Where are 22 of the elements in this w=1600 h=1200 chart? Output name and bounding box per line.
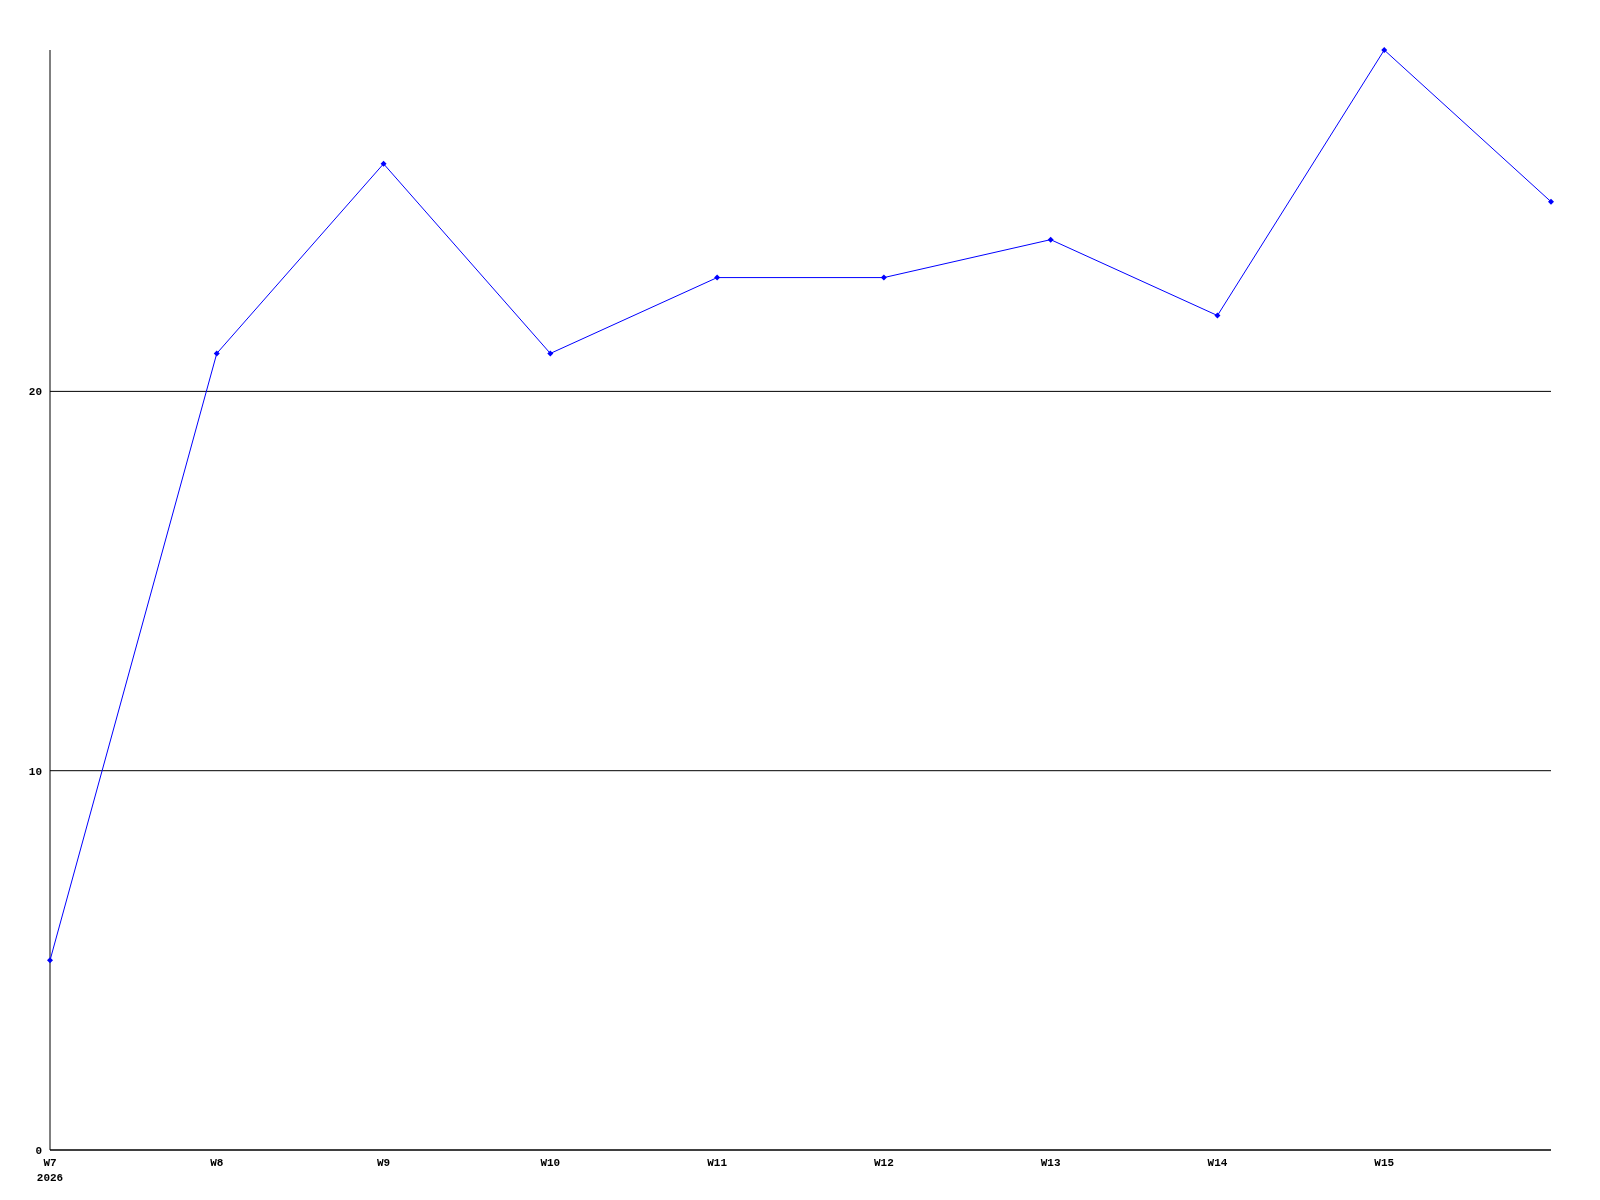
y-tick-label: 20 xyxy=(28,386,42,399)
point xyxy=(547,350,554,357)
x-tick-label: W10 xyxy=(540,1157,561,1169)
point xyxy=(1548,198,1554,205)
x-tick-label: W15 xyxy=(1374,1157,1395,1169)
point xyxy=(1214,312,1221,319)
point xyxy=(380,160,387,167)
y-tick-label: 0 xyxy=(35,1145,42,1157)
point xyxy=(714,274,721,281)
x-tick-label: W8 xyxy=(210,1157,224,1169)
x-tick-label: W11 xyxy=(707,1157,728,1169)
point xyxy=(47,957,53,964)
point xyxy=(213,350,220,357)
point xyxy=(1381,47,1388,53)
y-tick-label: 10 xyxy=(28,765,42,778)
x-tick-label: W7 2026 xyxy=(36,1157,64,1184)
x-tick-label: W12 xyxy=(873,1157,894,1169)
point xyxy=(880,274,887,281)
x-tick-label: W13 xyxy=(1040,1157,1061,1169)
x-tick-label: W9 xyxy=(376,1157,391,1169)
x-tick-label: W14 xyxy=(1207,1157,1228,1169)
point xyxy=(1047,236,1054,243)
